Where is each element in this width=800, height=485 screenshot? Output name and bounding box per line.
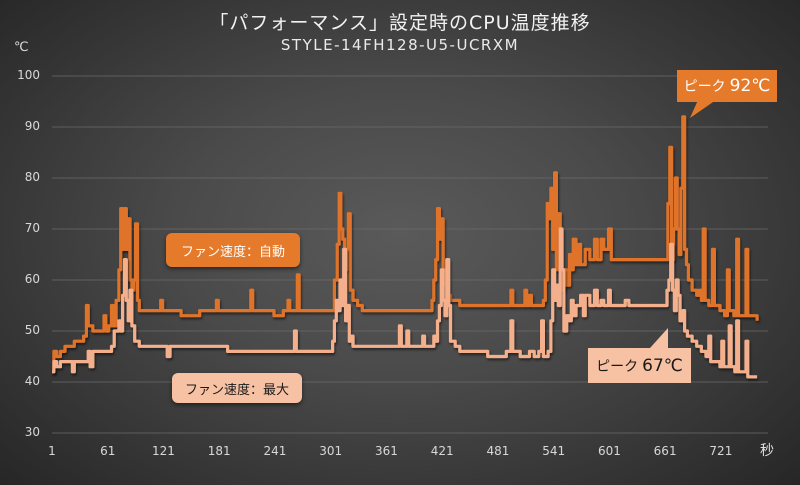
peak-auto-prefix: ピーク — [683, 79, 726, 95]
legend-fan-max: ファン速度：最大 — [172, 373, 302, 403]
y-tick-label: 90 — [24, 119, 40, 133]
x-tick-label: 301 — [319, 444, 343, 458]
x-tick-label: 661 — [653, 444, 677, 458]
chart-subtitle: STYLE-14FH128-U5-UCRXM — [280, 36, 520, 54]
x-axis-unit: 秒 — [760, 443, 774, 459]
x-tick-label: 601 — [597, 444, 621, 458]
peak-callout-auto: ピーク 92℃ — [677, 70, 777, 102]
y-tick-label: 50 — [24, 323, 40, 337]
y-tick-label: 40 — [24, 374, 40, 388]
x-tick-label: 481 — [486, 444, 510, 458]
series-fan-auto-line — [52, 115, 759, 374]
x-tick-label: 721 — [709, 444, 733, 458]
y-tick-label: 30 — [24, 425, 40, 439]
gridlines — [52, 75, 768, 434]
x-tick-label: 361 — [374, 444, 398, 458]
chart-title: 「パフォーマンス」設定時のCPU温度推移 — [209, 12, 591, 34]
y-tick-label: 80 — [24, 170, 40, 184]
x-tick-label: 541 — [542, 444, 566, 458]
x-tick-label: 121 — [152, 444, 175, 458]
y-axis-unit: ℃ — [14, 40, 29, 55]
x-tick-label: 61 — [100, 444, 116, 458]
peak-max-value: 67℃ — [642, 355, 683, 376]
x-tick-label: 421 — [430, 444, 454, 458]
peak-auto-value: 92℃ — [729, 76, 771, 96]
x-tick-label: 1 — [48, 444, 56, 458]
x-tick-label: 241 — [263, 444, 287, 458]
y-tick-label: 100 — [17, 68, 40, 82]
callout-92-pointer — [690, 100, 716, 118]
peak-max-prefix: ピーク — [596, 358, 639, 375]
x-tick-label: 181 — [207, 444, 231, 458]
peak-callout-max: ピーク 67℃ — [588, 348, 691, 383]
legend-fan-auto: ファン速度：自動 — [166, 233, 300, 267]
y-tick-label: 70 — [24, 221, 40, 235]
callout-67-pointer — [650, 328, 668, 348]
y-tick-label: 60 — [24, 272, 40, 286]
series-fan-max-line — [52, 227, 758, 379]
